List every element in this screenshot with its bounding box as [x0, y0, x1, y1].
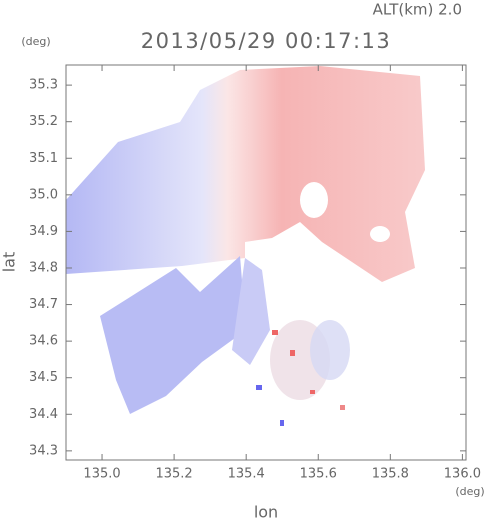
chart-title: 2013/05/29 00:17:13 — [141, 29, 392, 53]
plot-frame — [65, 64, 467, 461]
y-unit: (deg) — [21, 35, 50, 48]
y-tick-label: 34.8 — [29, 260, 58, 275]
x-tick-label: 135.0 — [83, 467, 120, 482]
y-tick-label: 35.3 — [29, 78, 58, 93]
echo-speck — [310, 390, 315, 394]
echo-speck — [290, 350, 295, 356]
y-tick-label: 35.0 — [29, 187, 58, 202]
y-tick-label: 34.9 — [29, 224, 58, 239]
echo-speck — [340, 405, 345, 410]
echo-gap — [370, 226, 390, 242]
y-tick-label: 35.2 — [29, 114, 58, 129]
altitude: ALT(km) 2.0 — [373, 1, 462, 19]
echo-speck — [272, 330, 278, 335]
x-unit: (deg) — [455, 485, 484, 498]
echo-speck — [256, 385, 262, 390]
x-tick-label: 136.0 — [444, 467, 481, 482]
x-tick-label: 135.2 — [155, 467, 192, 482]
y-tick-label: 34.7 — [29, 297, 58, 312]
radar-field — [66, 66, 425, 426]
x-tick-label: 135.8 — [372, 467, 409, 482]
y-tick-label: 34.5 — [29, 370, 58, 385]
y-tick-label: 34.3 — [29, 443, 58, 458]
x-tick-label: 135.6 — [300, 467, 337, 482]
y-tick-label: 34.4 — [29, 407, 58, 422]
x-tick-label: 135.4 — [228, 467, 265, 482]
echo-area — [310, 320, 350, 380]
echo-area — [232, 258, 270, 365]
echo-area — [100, 256, 246, 414]
echo-area — [66, 66, 425, 282]
y-axis-label: lat — [0, 252, 19, 273]
x-axis-label: lon — [254, 503, 278, 521]
echo-gap — [300, 182, 328, 218]
echo-speck — [280, 420, 284, 426]
y-tick-label: 34.6 — [29, 334, 58, 349]
y-tick-label: 35.1 — [29, 151, 58, 166]
